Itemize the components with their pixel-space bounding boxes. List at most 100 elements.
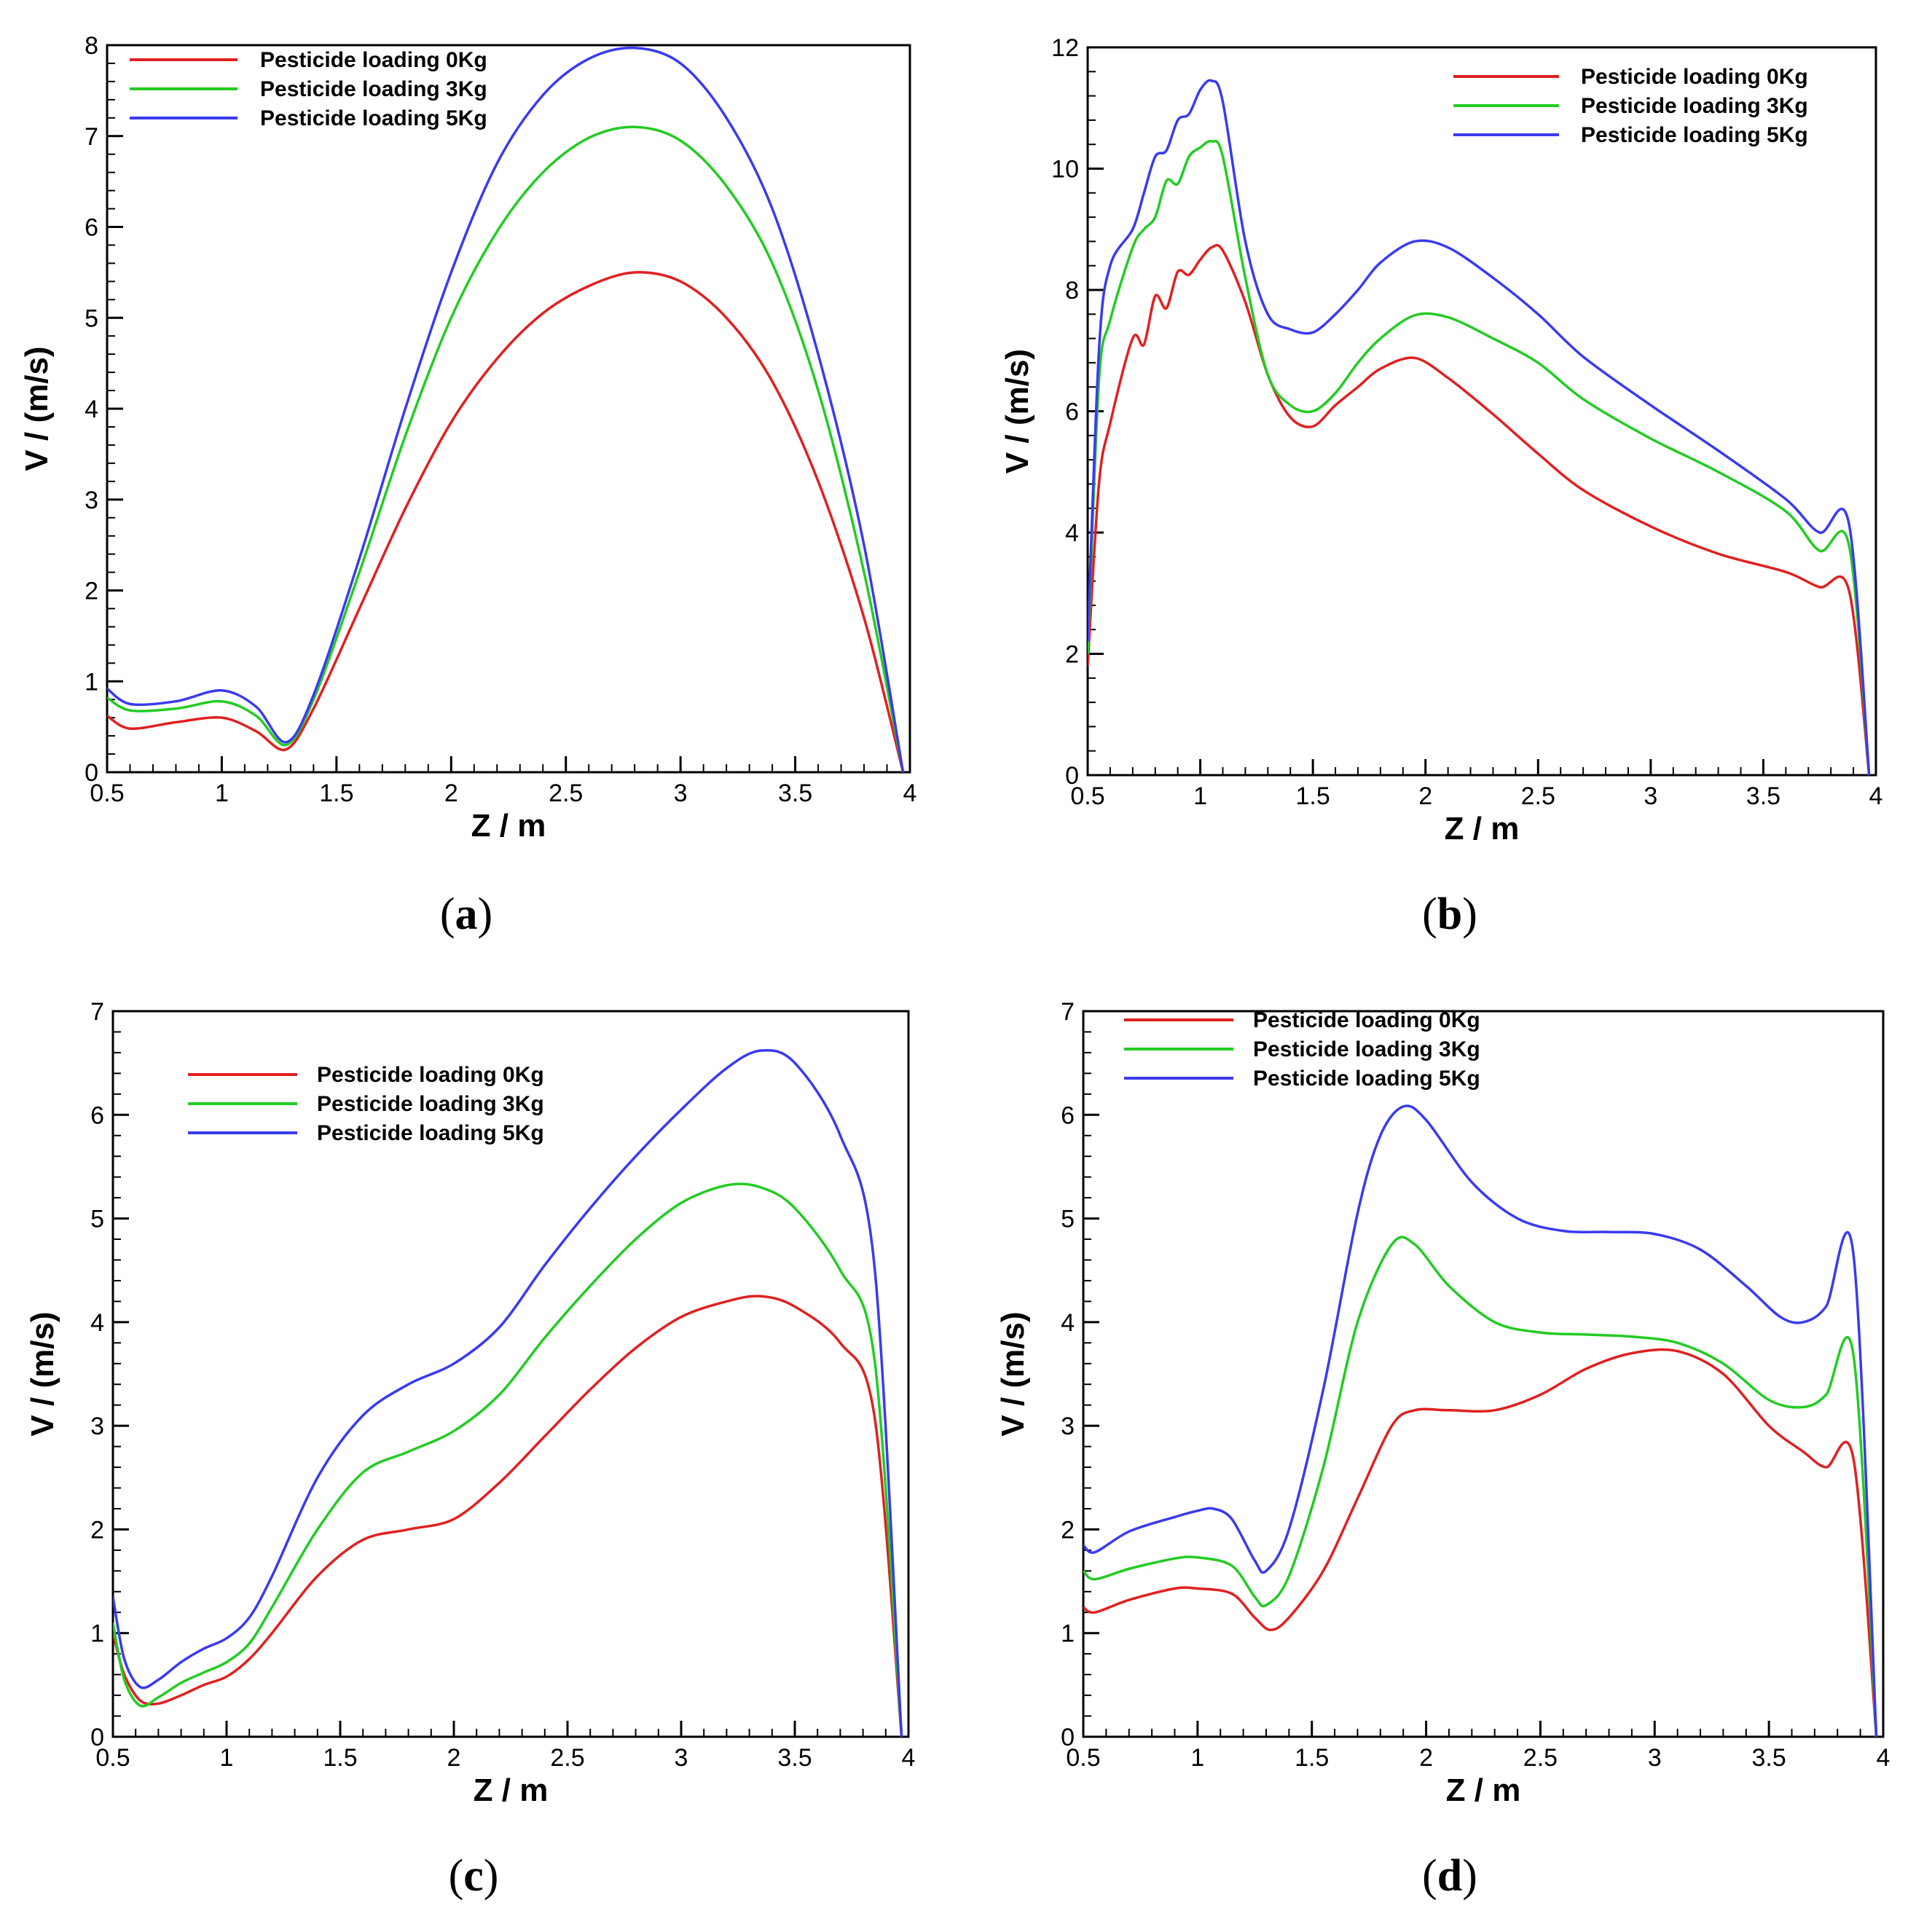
y-tick-label: 8	[1065, 277, 1079, 305]
x-tick-label: 3.5	[1746, 782, 1780, 810]
plot-frame	[1082, 1010, 1885, 1738]
x-tick-label: 1	[215, 780, 229, 807]
series-line-pesticide-loading-5kg	[1083, 1104, 1878, 1737]
x-tick-label: 4	[1869, 782, 1883, 810]
x-tick-label: 2	[447, 1744, 461, 1772]
y-tick-label: 7	[1061, 998, 1075, 1026]
legend-label: Pesticide loading 3Kg	[1253, 1037, 1480, 1061]
x-tick-label: 4	[903, 780, 917, 807]
series-line-pesticide-loading-3kg	[1083, 1236, 1878, 1737]
y-tick-label: 3	[90, 1413, 104, 1440]
x-tick-label: 3	[674, 780, 688, 807]
panel-label: (b)	[1422, 890, 1477, 939]
x-axis-title: Z / m	[471, 808, 546, 844]
x-axis-title: Z / m	[1445, 811, 1520, 847]
x-tick-label: 0.5	[1066, 1744, 1100, 1772]
y-tick-label: 6	[90, 1102, 104, 1129]
y-tick-label: 8	[85, 32, 98, 60]
panel-b: 0.5 1 1.5 2 2.5 3 3.5 4 0 2 4 6 8 10 12 Z / m V / (m/s) P…	[1000, 34, 1882, 939]
y-tick-label: 4	[90, 1309, 104, 1337]
x-tick-label: 1.5	[323, 1744, 357, 1772]
y-tick-label: 0	[1061, 1724, 1075, 1751]
y-tick-label: 4	[1061, 1309, 1075, 1337]
series-line-pesticide-loading-0kg	[1083, 1348, 1878, 1737]
x-tick-label: 2	[1418, 782, 1432, 810]
y-tick-label: 6	[1061, 1102, 1075, 1129]
x-tick-label: 1.5	[1296, 782, 1330, 810]
x-axis-title: Z / m	[1446, 1772, 1521, 1808]
x-tick-label: 2	[444, 780, 458, 807]
y-tick-label: 0	[1065, 762, 1079, 790]
x-tick-label: 2.5	[1523, 1744, 1558, 1772]
x-tick-label: 2.5	[550, 1744, 584, 1772]
y-tick-label: 3	[1061, 1413, 1075, 1440]
x-tick-label: 1	[220, 1744, 234, 1772]
y-tick-label: 0	[90, 1724, 104, 1751]
y-tick-label: 2	[1061, 1516, 1075, 1544]
legend-label: Pesticide loading 5Kg	[1581, 123, 1808, 147]
series-line-pesticide-loading-3kg	[1088, 139, 1871, 776]
x-tick-label: 1	[1193, 782, 1207, 810]
y-tick-label: 1	[90, 1620, 104, 1648]
y-tick-label: 5	[85, 305, 98, 332]
legend-label: Pesticide loading 5Kg	[317, 1121, 544, 1145]
panel-label: (a)	[440, 890, 492, 939]
plot-frame	[111, 1010, 910, 1738]
plot-frame	[1086, 46, 1877, 777]
y-tick-label: 1	[1061, 1620, 1075, 1648]
x-tick-label: 3	[1644, 782, 1657, 810]
legend-label: Pesticide loading 0Kg	[1253, 1008, 1480, 1032]
y-tick-label: 7	[85, 123, 98, 151]
x-tick-label: 2.5	[549, 780, 583, 807]
panel-label: (d)	[1422, 1851, 1477, 1901]
x-tick-label: 4	[1877, 1744, 1890, 1772]
series-line-pesticide-loading-0kg	[1088, 243, 1871, 776]
x-tick-label: 3.5	[778, 780, 812, 807]
series-line-pesticide-loading-3kg	[107, 125, 905, 773]
x-tick-label: 4	[902, 1744, 916, 1772]
y-tick-label: 2	[85, 578, 98, 605]
panel-d: 0.5 1 1.5 2 2.5 3 3.5 4 0 1 2 3 4 5 6 7 Z / m V / (m/s) Pe…	[995, 998, 1890, 1901]
y-tick-label: 10	[1051, 156, 1079, 184]
x-tick-label: 1.5	[319, 780, 353, 807]
x-axis-title: Z / m	[474, 1772, 549, 1808]
series-line-pesticide-loading-5kg	[107, 46, 905, 773]
x-tick-label: 1.5	[1295, 1744, 1329, 1772]
x-tick-label: 1	[1190, 1744, 1204, 1772]
y-axis-title: V / (m/s)	[25, 1311, 60, 1436]
legend-label: Pesticide loading 0Kg	[317, 1063, 544, 1087]
y-tick-label: 6	[1065, 398, 1079, 426]
y-tick-label: 0	[85, 759, 98, 787]
y-axis-title: V / (m/s)	[1000, 349, 1035, 474]
y-tick-label: 2	[1065, 641, 1079, 669]
series-line-pesticide-loading-5kg	[113, 1048, 903, 1737]
x-tick-label: 0.5	[90, 780, 124, 807]
legend-label: Pesticide loading 3Kg	[260, 77, 487, 101]
plot-frame	[106, 44, 911, 774]
legend-label: Pesticide loading 0Kg	[260, 48, 487, 72]
y-tick-label: 4	[85, 396, 98, 423]
x-tick-label: 2	[1419, 1744, 1433, 1772]
x-tick-label: 3	[1648, 1744, 1662, 1772]
y-tick-label: 1	[85, 668, 98, 696]
legend-label: Pesticide loading 0Kg	[1581, 65, 1808, 89]
x-tick-label: 0.5	[1070, 782, 1104, 810]
y-tick-label: 5	[1061, 1206, 1075, 1233]
y-axis-title: V / (m/s)	[19, 346, 55, 471]
y-tick-label: 4	[1065, 519, 1079, 547]
x-tick-label: 3.5	[777, 1744, 812, 1772]
legend-label: Pesticide loading 5Kg	[260, 106, 487, 130]
panel-c: 0.5 1 1.5 2 2.5 3 3.5 4 0 1 2 3 4 5 6 7 Z / m V / (m/s) Pe…	[25, 998, 915, 1901]
x-tick-label: 2.5	[1521, 782, 1555, 810]
x-tick-label: 0.5	[95, 1744, 130, 1772]
series-line-pesticide-loading-5kg	[1088, 79, 1871, 776]
series-line-pesticide-loading-0kg	[113, 1295, 903, 1737]
y-tick-label: 2	[90, 1516, 104, 1544]
legend-label: Pesticide loading 5Kg	[1253, 1067, 1480, 1091]
series-line-pesticide-loading-3kg	[113, 1182, 903, 1737]
panel-a: 0.5 1 1.5 2 2.5 3 3.5 4 0 1 2 3 4 5 6 7 8 Z / m V / (m/s) P…	[19, 32, 916, 939]
y-tick-label: 3	[85, 487, 98, 514]
legend-label: Pesticide loading 3Kg	[317, 1092, 544, 1116]
panel-label: (c)	[449, 1851, 499, 1901]
legend-label: Pesticide loading 3Kg	[1581, 94, 1808, 118]
